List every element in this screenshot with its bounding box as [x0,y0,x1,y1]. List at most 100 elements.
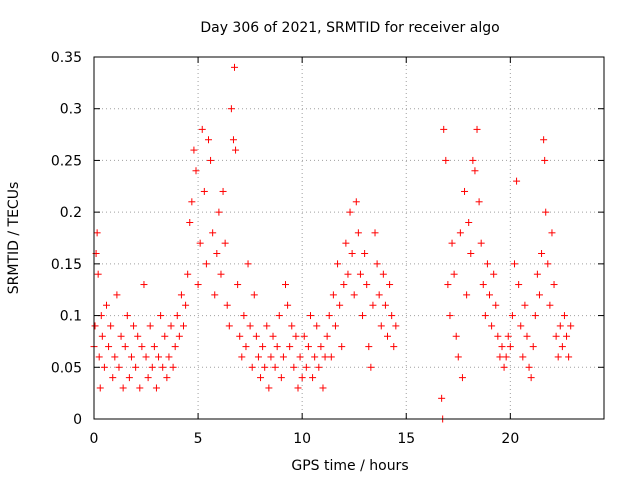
data-point [123,312,131,320]
data-point [107,322,115,330]
data-point [96,384,104,392]
data-point [500,363,508,371]
y-tick-label: 0.3 [60,102,82,118]
data-point [130,322,138,330]
data-point [284,301,292,309]
data-point [525,363,533,371]
data-point [461,187,469,195]
data-point [381,301,389,309]
data-point [121,343,129,351]
data-point [102,301,110,309]
data-point [248,363,256,371]
data-point [132,363,140,371]
data-point [548,229,556,237]
data-point [173,312,181,320]
data-point [192,167,200,175]
data-point [506,343,514,351]
data-point [325,312,333,320]
data-point [371,229,379,237]
data-point [100,363,108,371]
data-point [259,343,267,351]
data-point [125,374,133,382]
data-point [356,270,364,278]
y-tick-label: 0.35 [51,50,82,66]
data-point [486,291,494,299]
data-point [202,260,210,268]
data-point [282,281,290,289]
data-point [365,343,373,351]
data-point [290,363,298,371]
data-point [538,250,546,258]
data-point [361,250,369,258]
data-point [354,229,362,237]
data-point [148,363,156,371]
x-tick-label: 0 [90,431,99,447]
data-point [152,384,160,392]
data-point [257,374,265,382]
data-point [517,322,525,330]
data-point [560,312,568,320]
data-point [198,125,206,133]
data-point [508,312,516,320]
data-point [190,146,198,154]
data-point [373,260,381,268]
data-point [298,374,306,382]
data-point [535,291,543,299]
data-point [346,208,354,216]
data-point [386,281,394,289]
data-point [161,332,169,340]
data-point [469,156,477,164]
data-point [342,239,350,247]
y-tick-label: 0.25 [51,153,82,169]
data-point [309,374,317,382]
data-point [296,353,304,361]
data-point [546,301,554,309]
data-point [369,301,377,309]
data-point [217,270,225,278]
data-point [269,332,277,340]
data-point [163,374,171,382]
data-point [359,312,367,320]
data-point [556,322,564,330]
data-point [279,353,287,361]
data-point [527,374,535,382]
x-tick-label: 15 [397,431,415,447]
data-point [550,281,558,289]
data-point [481,312,489,320]
data-point [452,332,460,340]
data-point [313,322,321,330]
data-point [533,270,541,278]
data-point [541,156,549,164]
data-point [467,250,475,258]
data-point [540,136,548,144]
data-point [267,353,275,361]
data-point [513,177,521,185]
data-point [456,229,464,237]
data-point [277,374,285,382]
data-point [523,332,531,340]
data-point [155,353,163,361]
data-point [244,260,252,268]
data-point [504,332,512,340]
data-point [184,270,192,278]
data-point [377,322,385,330]
data-point [340,281,348,289]
data-point [311,353,319,361]
data-point [321,353,329,361]
data-point [531,312,539,320]
data-point [454,353,462,361]
data-point [483,260,491,268]
data-point [338,343,346,351]
x-tick-label: 10 [293,431,311,447]
data-point [465,218,473,226]
data-point [334,260,342,268]
data-point [221,239,229,247]
data-point [182,301,190,309]
data-point [390,343,398,351]
data-point [211,291,219,299]
data-point [275,312,283,320]
data-point [502,353,510,361]
data-point [552,332,560,340]
